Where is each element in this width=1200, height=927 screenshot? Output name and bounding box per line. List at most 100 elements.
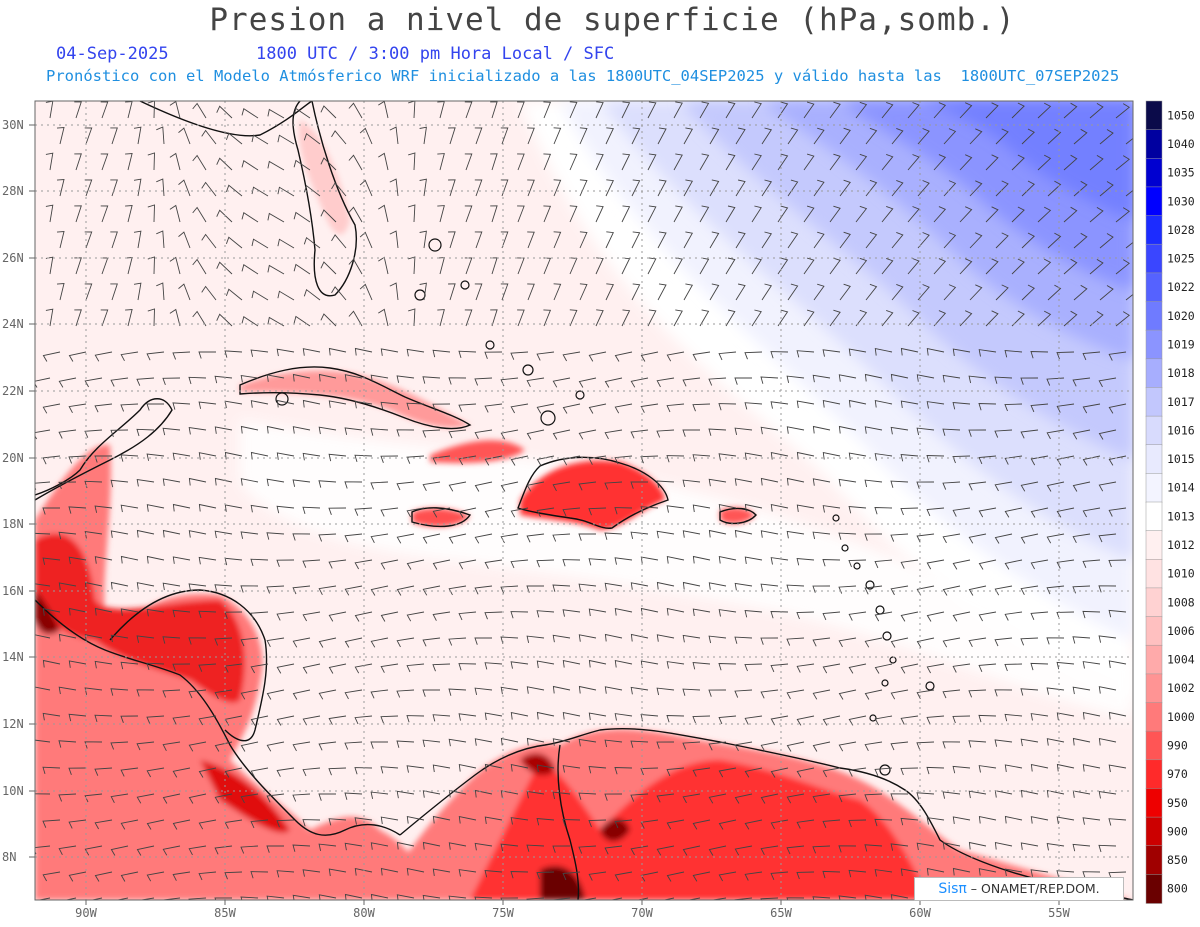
wind-barb [146, 403, 165, 411]
wind-barb [42, 455, 61, 465]
wind-barb [84, 127, 93, 145]
wind-barb [640, 819, 659, 829]
wind-barb [432, 455, 451, 465]
wind-barb [552, 429, 571, 440]
wind-barb [136, 582, 155, 590]
wind-barb [292, 844, 311, 852]
wind-barb [813, 283, 825, 301]
wind-barb [647, 309, 657, 327]
wind-barb [978, 868, 997, 876]
wind-barb [1098, 481, 1117, 492]
wind-barb [760, 376, 779, 384]
wind-barb [1030, 559, 1049, 570]
wind-barb [1082, 871, 1101, 879]
wind-barb [900, 507, 919, 516]
wind-barb [408, 204, 416, 223]
wind-barb [250, 349, 269, 357]
wind-barb [692, 351, 711, 361]
wind-barb [408, 308, 416, 327]
wind-barb [614, 507, 633, 515]
wind-barb [900, 767, 919, 776]
wind-barb [881, 153, 894, 171]
wind-barb [277, 186, 295, 197]
wind-barb [1099, 285, 1114, 301]
wind-barb [35, 377, 51, 388]
wind-barb [389, 230, 399, 249]
wind-barb [354, 611, 373, 622]
wind-barb [1063, 102, 1078, 119]
wind-barb [604, 481, 623, 490]
wind-barb [708, 635, 727, 644]
wind-barb [952, 715, 971, 724]
wind-barb [192, 310, 207, 327]
wind-barb [796, 715, 815, 726]
wind-barb [370, 585, 389, 596]
wind-barb [907, 102, 920, 119]
wind-barb [708, 529, 727, 538]
wind-barb [605, 231, 614, 249]
wind-barb [348, 258, 363, 275]
wind-barb [1046, 637, 1065, 645]
wind-barb [110, 231, 118, 249]
wind-barb [169, 256, 181, 275]
colorbar-swatch [1145, 616, 1163, 646]
wind-barb [68, 556, 87, 565]
wind-barb [1046, 429, 1065, 440]
wind-barb [536, 455, 555, 466]
wind-barb [448, 429, 467, 439]
wind-barb [595, 153, 604, 171]
lon-label: 75W [492, 906, 514, 920]
wind-barb [320, 313, 337, 327]
wind-barb [37, 897, 51, 900]
wind-barb [162, 427, 181, 436]
lat-label: 18N [2, 517, 24, 531]
wind-barb [42, 507, 61, 515]
wind-barb [829, 153, 841, 171]
plot-area [35, 101, 1133, 900]
wind-barb [198, 610, 217, 619]
wind-barb [94, 819, 113, 830]
wind-barb [796, 611, 815, 620]
wind-barb [588, 712, 607, 720]
wind-barb [1108, 559, 1127, 568]
wind-barb [354, 347, 373, 356]
wind-barb [331, 182, 347, 197]
wind-barb [396, 637, 415, 648]
wind-barb [1063, 310, 1078, 327]
wind-barb [708, 582, 727, 590]
wind-barb [1056, 455, 1075, 466]
wind-barb [302, 663, 321, 674]
wind-barb [396, 585, 415, 596]
wind-barb [214, 689, 233, 700]
wind-barb [630, 377, 649, 388]
wind-barb [419, 178, 427, 197]
colorbar-label: 1004 [1167, 653, 1195, 667]
low-pressure-shading [35, 120, 1133, 900]
wind-barb [943, 128, 957, 145]
wind-barb [579, 283, 588, 301]
wind-barb [562, 559, 581, 567]
wind-barb [510, 764, 529, 772]
wind-barb [995, 180, 1009, 197]
wind-barb [56, 282, 65, 301]
wind-barb [354, 454, 373, 463]
wind-barb [916, 792, 935, 800]
wind-barb [437, 153, 445, 171]
wind-barb [526, 377, 545, 388]
wind-barb [172, 609, 191, 618]
wind-barb [241, 263, 259, 275]
wind-barb [484, 507, 503, 518]
wind-barb [656, 687, 675, 696]
wind-barb [855, 257, 868, 275]
wind-barb [968, 637, 987, 648]
wind-barb [890, 637, 909, 648]
wind-barb [94, 403, 113, 413]
wind-barb [1125, 293, 1133, 301]
colorbar-label: 850 [1167, 853, 1188, 867]
wind-barb [370, 842, 389, 850]
wind-barb [666, 819, 685, 830]
wind-barb [760, 845, 779, 856]
wind-barb [58, 582, 77, 590]
wind-barb [588, 819, 607, 828]
map-frame [34, 100, 1134, 901]
